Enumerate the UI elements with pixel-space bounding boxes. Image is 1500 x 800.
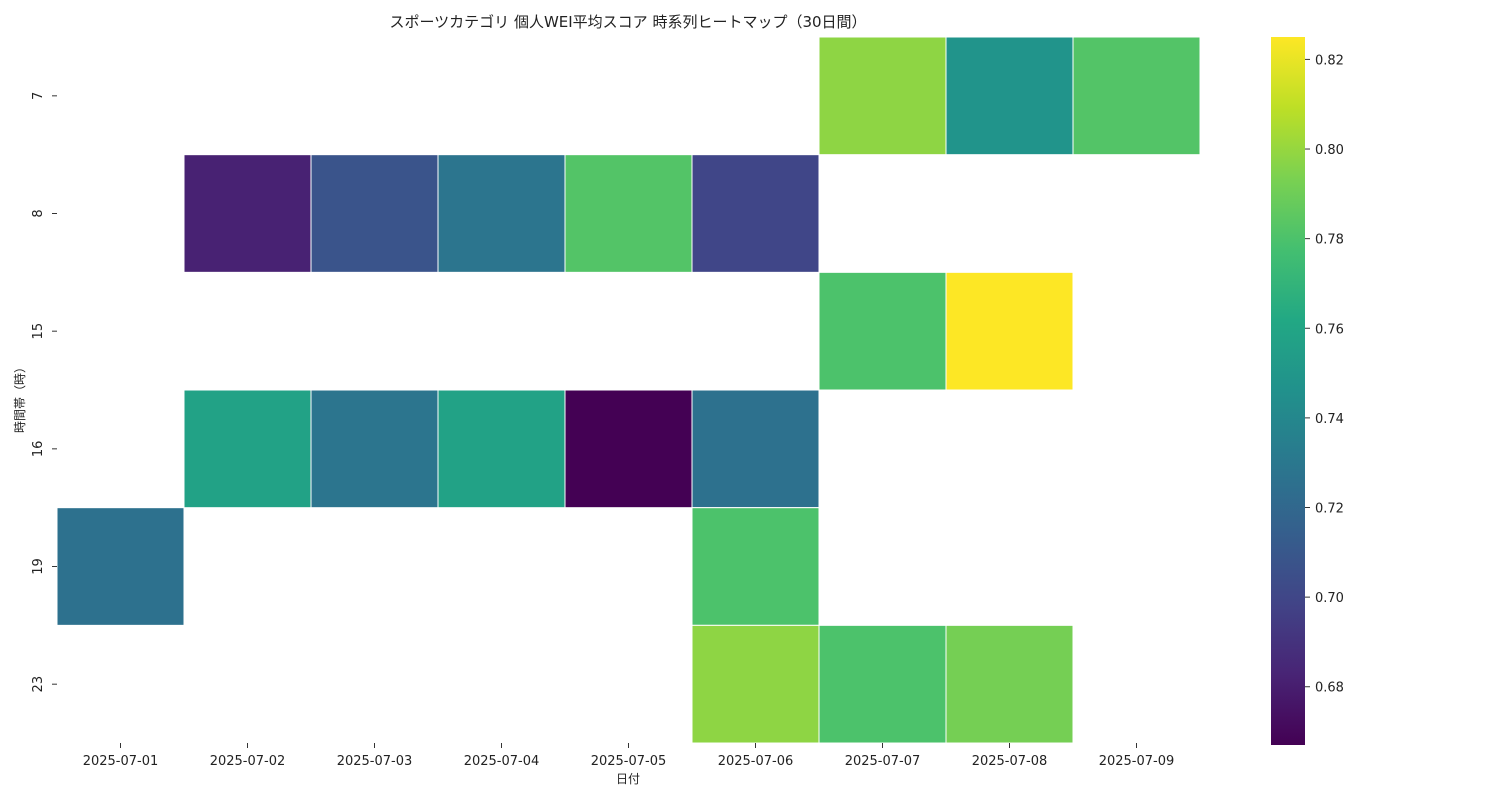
y-tick-label: 23 [31,676,46,693]
heatmap-cell [945,624,1074,744]
heatmap-cell [183,154,312,273]
heatmap-cell [945,36,1074,156]
heatmap-cell [564,389,693,509]
colorbar-tick-label: 0.72 [1315,502,1344,517]
heatmap-cell [818,624,947,744]
chart-title: スポーツカテゴリ 個人WEI平均スコア 時系列ヒートマップ（30日間） [389,13,866,31]
colorbar-tick-label: 0.76 [1315,322,1344,337]
heatmap-cell [691,624,820,744]
heatmap-cell [691,389,820,509]
colorbar-tick-label: 0.70 [1315,591,1344,606]
heatmap-cell [56,507,185,626]
heatmap-cell [691,507,820,626]
colorbar-tick-label: 0.68 [1315,681,1344,696]
y-tick-label: 15 [31,323,46,340]
y-axis-label: 時間帯（時） [13,361,27,433]
colorbar-tick-label: 0.78 [1315,233,1344,248]
x-tick-label: 2025-07-09 [1099,754,1175,769]
heatmap-cell [945,271,1074,391]
colorbar-tick-label: 0.80 [1315,143,1344,158]
heatmap-cell [437,154,566,273]
x-axis-ticks: 2025-07-01 2025-07-02 2025-07-03 2025-07-04… [83,743,1175,769]
y-tick-label: 19 [31,558,46,575]
y-tick-label: 7 [31,92,46,100]
x-axis-label: 日付 [616,772,640,786]
x-tick-label: 2025-07-05 [591,754,667,769]
colorbar-tick-label: 0.74 [1315,412,1344,427]
x-tick-label: 2025-07-02 [210,754,286,769]
x-tick-label: 2025-07-03 [337,754,413,769]
y-axis-ticks: 7 8 15 16 19 23 [31,92,57,693]
colorbar-gradient [1271,37,1305,745]
y-tick-label: 16 [31,441,46,458]
colorbar: 0.68 0.70 0.72 0.74 0.76 0.78 0.80 0.82 [1271,37,1344,745]
heatmap-cell [310,389,439,509]
x-tick-label: 2025-07-01 [83,754,159,769]
x-tick-label: 2025-07-07 [845,754,921,769]
heatmap-cells [56,36,1201,744]
x-tick-label: 2025-07-06 [718,754,794,769]
heatmap-cell [691,154,820,273]
heatmap-cell [818,271,947,391]
heatmap-cell [1072,36,1201,156]
heatmap-cell [818,36,947,156]
heatmap-cell [183,389,312,509]
x-tick-label: 2025-07-04 [464,754,540,769]
heatmap-cell [310,154,439,273]
heatmap-cell [437,389,566,509]
colorbar-tick-label: 0.82 [1315,53,1344,68]
x-tick-label: 2025-07-08 [972,754,1048,769]
y-tick-label: 8 [31,209,46,217]
heatmap-cell [564,154,693,273]
